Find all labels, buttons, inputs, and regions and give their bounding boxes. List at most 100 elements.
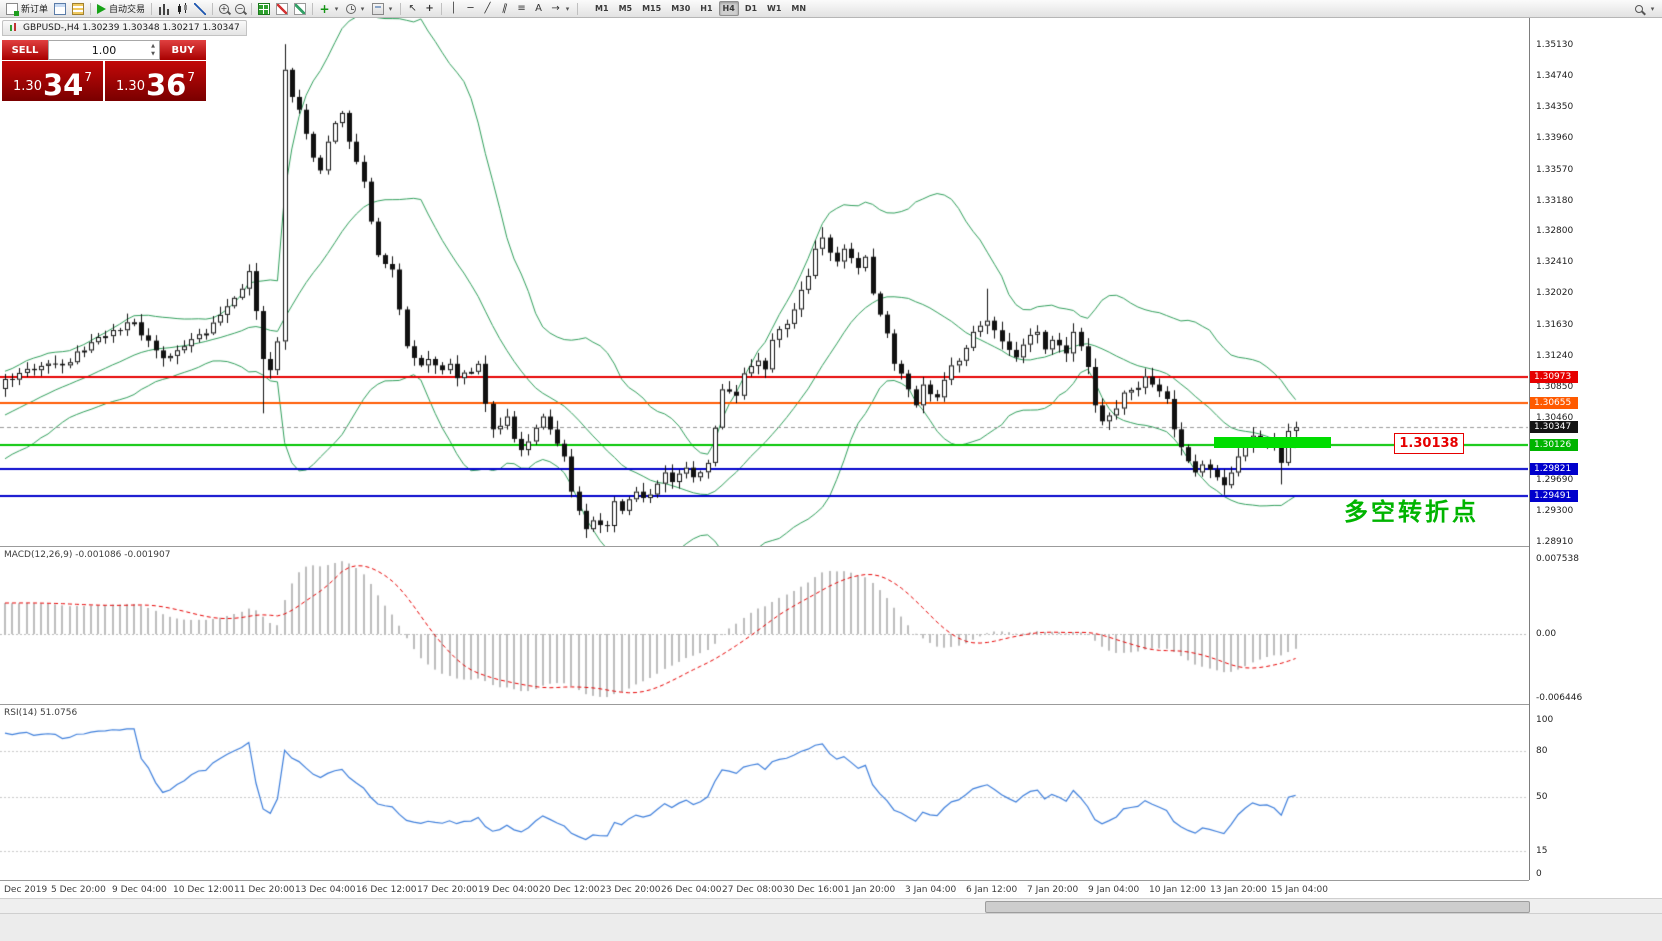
- zoom-in-button[interactable]: [216, 1, 232, 17]
- autotrading-button[interactable]: 自动交易: [94, 1, 148, 17]
- line-chart-icon: [194, 2, 207, 15]
- line-chart-button[interactable]: [191, 1, 209, 17]
- macd-panel-separator[interactable]: [0, 546, 1662, 547]
- rsi-panel-separator[interactable]: [0, 704, 1662, 705]
- crosshair-icon: +: [425, 2, 434, 14]
- macd-panel-canvas[interactable]: [0, 546, 1528, 704]
- vertical-line-tool[interactable]: │: [445, 1, 462, 17]
- chart-info-text: GBPUSD-,H4 1.30239 1.30348 1.30217 1.303…: [23, 23, 240, 33]
- crosshair-tool[interactable]: +: [421, 1, 438, 17]
- cursor-icon: ↖: [408, 2, 417, 14]
- tile-windows-icon: [258, 2, 271, 15]
- channel-tool[interactable]: ∥: [496, 1, 513, 17]
- sell-price-sup: 7: [84, 70, 92, 84]
- price-scale-label: 1.32410: [1536, 257, 1574, 268]
- period-icon: [346, 4, 357, 14]
- add-indicator-icon: +: [319, 1, 330, 16]
- text-icon: A: [535, 2, 542, 14]
- arrows-tool[interactable]: → ▾: [547, 1, 574, 17]
- time-axis[interactable]: Dec 2019 5 Dec 20:00 9 Dec 04:00 10 Dec 12:…: [0, 880, 1529, 899]
- price-axis[interactable]: 1.35130 1.34740 1.34350 1.33960 1.33570 1.331…: [1529, 18, 1662, 880]
- profiles-icon: [72, 2, 85, 15]
- toolbar-separator: [577, 2, 579, 15]
- objects-button[interactable]: [291, 1, 309, 17]
- timeframe-d1-button[interactable]: D1: [744, 4, 758, 13]
- sell-price-display[interactable]: 1.30 34 7: [2, 61, 103, 101]
- new-order-button-label: 新订单: [21, 5, 49, 15]
- chart-info-tab[interactable]: GBPUSD-,H4 1.30239 1.30348 1.30217 1.303…: [2, 20, 247, 36]
- new-order-icon: [6, 2, 19, 16]
- timeframe-m1-button[interactable]: M1: [595, 4, 609, 13]
- template-menu[interactable]: ▾: [369, 1, 397, 17]
- sell-price-big: 34: [42, 68, 84, 102]
- timeframe-m5-button[interactable]: M5: [618, 4, 633, 13]
- price-scale-label: 1.33180: [1536, 195, 1574, 206]
- zoom-out-button[interactable]: [232, 1, 248, 17]
- fibonacci-tool[interactable]: ≡: [513, 1, 530, 17]
- sell-price-base: 1.30: [13, 79, 42, 94]
- rsi-scale-label: 100: [1536, 715, 1554, 725]
- price-scale-label: 1.33960: [1536, 133, 1574, 144]
- volume-value: 1.00: [91, 43, 117, 57]
- tile-windows-button[interactable]: [255, 1, 273, 17]
- price-scale-label: 1.30850: [1536, 381, 1574, 392]
- price-scale-label: 1.29690: [1536, 474, 1574, 485]
- candlestick-chart-button[interactable]: [173, 1, 191, 17]
- time-scale-label: 6 Jan 12:00: [966, 885, 1018, 895]
- caret-down-icon: ▾: [334, 4, 339, 13]
- horizontal-scrollbar[interactable]: [0, 898, 1662, 914]
- volume-decrease-icon[interactable]: [149, 50, 157, 58]
- time-scale-label: 9 Jan 04:00: [1088, 885, 1140, 895]
- price-level-tag: 1.30126: [1530, 438, 1578, 451]
- search-button[interactable]: [1632, 1, 1646, 17]
- macd-scale-label: 0.00: [1536, 629, 1557, 639]
- buy-button[interactable]: BUY: [160, 40, 206, 60]
- sell-button[interactable]: SELL: [2, 40, 48, 60]
- time-scale-label: 26 Dec 04:00: [661, 885, 722, 895]
- toolbar-separator: [312, 2, 314, 15]
- rsi-panel-canvas[interactable]: [0, 704, 1528, 880]
- horizontal-line-tool[interactable]: ─: [462, 1, 479, 17]
- buy-price-display[interactable]: 1.30 36 7: [105, 61, 206, 101]
- time-scale-label: 17 Dec 20:00: [417, 885, 478, 895]
- time-scale-label: 3 Jan 04:00: [905, 885, 957, 895]
- cursor-tool[interactable]: ↖: [404, 1, 421, 17]
- time-scale-label: 15 Jan 04:00: [1271, 885, 1328, 895]
- time-scale-label: 19 Dec 04:00: [478, 885, 539, 895]
- price-scale-label: 1.31630: [1536, 319, 1574, 330]
- chart-window-button[interactable]: [51, 1, 69, 17]
- period-menu[interactable]: ▾: [343, 1, 369, 17]
- text-tool[interactable]: A: [530, 1, 547, 17]
- rsi-indicator-label: RSI(14) 51.0756: [4, 708, 78, 718]
- profiles-button[interactable]: [69, 1, 87, 17]
- scrollbar-thumb[interactable]: [985, 901, 1530, 913]
- timeframe-m15-button[interactable]: M15: [642, 4, 662, 13]
- timeframe-h4-button[interactable]: H4: [718, 1, 739, 16]
- trendline-icon: ╱: [484, 2, 491, 14]
- price-scale-label: 1.29300: [1536, 505, 1574, 516]
- timeframe-mn-button[interactable]: MN: [791, 4, 807, 13]
- add-indicator-menu[interactable]: + ▾: [316, 1, 343, 17]
- price-scale-label: 1.32020: [1536, 288, 1574, 299]
- timeframe-m30-button[interactable]: M30: [671, 4, 691, 13]
- bar-chart-button[interactable]: [155, 1, 173, 17]
- horizontal-line-icon: ─: [467, 2, 474, 14]
- price-scale-label: 1.34740: [1536, 71, 1574, 82]
- trendline-tool[interactable]: ╱: [479, 1, 496, 17]
- caret-down-icon: ▾: [565, 4, 570, 13]
- time-scale-label: 9 Dec 04:00: [112, 885, 167, 895]
- quick-menu[interactable]: ▾: [1646, 1, 1659, 17]
- new-order-button[interactable]: 新订单: [3, 1, 51, 17]
- highlight-rectangle[interactable]: [1214, 437, 1331, 448]
- volume-input[interactable]: 1.00: [48, 40, 160, 60]
- caret-down-icon: ▾: [388, 4, 393, 13]
- volume-increase-icon[interactable]: [149, 42, 157, 50]
- timeframe-w1-button[interactable]: W1: [767, 4, 782, 13]
- indicators-button[interactable]: [273, 1, 291, 17]
- price-level-tag: 1.30973: [1530, 371, 1578, 384]
- rsi-scale-label: 50: [1536, 792, 1548, 802]
- price-chart-canvas[interactable]: [0, 18, 1528, 546]
- timeframe-h1-button[interactable]: H1: [700, 4, 713, 13]
